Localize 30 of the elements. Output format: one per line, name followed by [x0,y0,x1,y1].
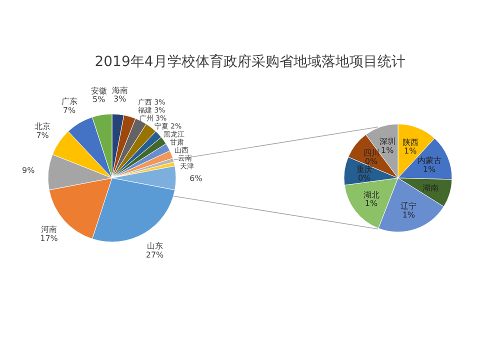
data-label: 1% [402,210,416,220]
data-label: 1% [364,199,378,208]
data-label: 1% [380,146,394,155]
slice-label: 陕西 [402,138,418,147]
data-label: 9% [22,166,36,175]
slice-label: 河南 [40,224,57,234]
data-label: 5% [92,95,106,104]
data-label: 27% [146,250,164,260]
data-label: 7% [62,106,76,115]
slice-label: 广东 [61,97,78,106]
data-label: 3% [114,94,127,104]
data-label: 1% [404,146,418,156]
slice-label: 安徽 [90,86,107,96]
slice-label: 海南 [112,86,128,95]
data-label: 1% [422,164,436,174]
data-label: 0% [358,174,372,183]
data-label: 6% [190,174,203,183]
slice-label: 内蒙古 [417,156,442,166]
slice-label: 山东 [146,242,163,251]
slice-label: 重庆 [356,164,372,174]
data-label: 17% [40,234,58,243]
data-label: 0% [364,157,378,166]
text: 2019年4月学校体育政府采购省地域落地项目统计 [94,53,406,70]
slice-label: 辽宁 [400,202,417,211]
slice-label: 北京 [34,122,51,132]
slice-label: 深圳 [379,137,396,146]
slice-label: 四川 [363,148,380,158]
slice-label: 湖南 [422,184,439,193]
slice-label: 湖北 [363,190,380,200]
data-label: 7% [36,130,50,140]
